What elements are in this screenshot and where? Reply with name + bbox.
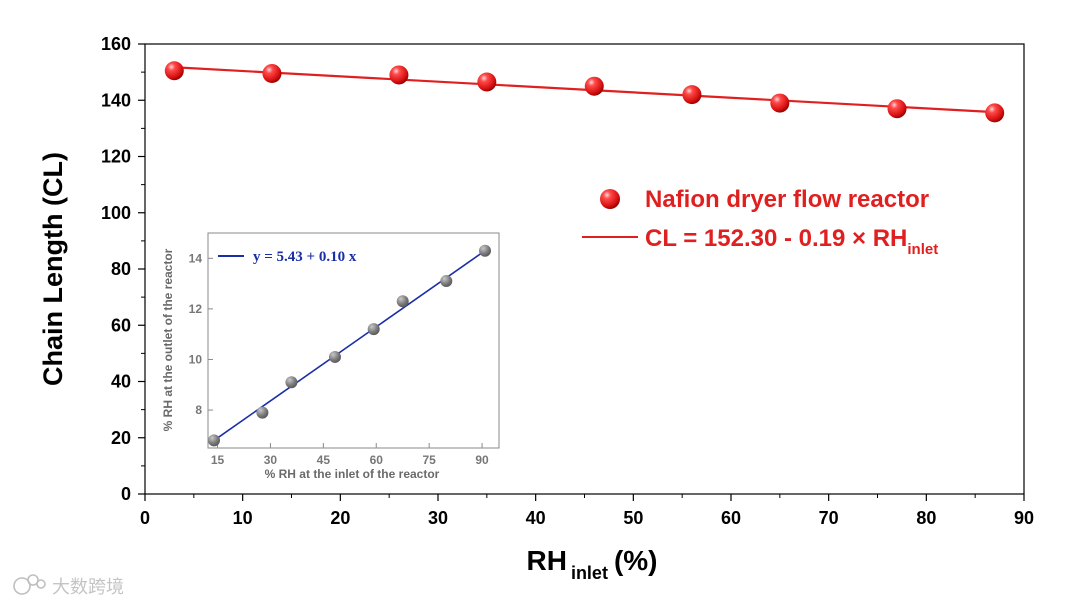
main-x-tick-label: 50 [623, 508, 643, 528]
main-data-point [584, 76, 604, 96]
x-axis-title-sub: inlet [571, 563, 608, 583]
main-y-tick-label: 80 [111, 259, 131, 279]
inset-plot-marks [208, 244, 491, 447]
main-y-tick-label: 140 [101, 90, 131, 110]
watermark-text: 大数跨境 [52, 577, 124, 597]
inset-data-point [367, 323, 380, 336]
main-fit-line [174, 66, 995, 114]
inset-x-tick-label: 30 [264, 453, 278, 467]
inset-y-tick-label: 10 [189, 352, 203, 366]
inset-data-point [479, 244, 491, 257]
main-y-tick-label: 100 [101, 203, 131, 223]
main-y-tick-label: 20 [111, 428, 131, 448]
main-y-tick-label: 40 [111, 372, 131, 392]
inset-data-point [285, 376, 298, 389]
inset-x-tick-label: 60 [370, 453, 384, 467]
inset-x-tick-label: 15 [211, 453, 225, 467]
inset-x-tick-label: 90 [475, 453, 489, 467]
main-x-tick-label: 80 [916, 508, 936, 528]
main-legend: Nafion dryer flow reactor CL = 152.30 - … [582, 186, 938, 258]
inset-axis-ticks: 15 30 45 60 75 90 8 10 12 14 [189, 251, 489, 467]
x-axis-title-main: RH [526, 545, 566, 576]
main-x-tick-label: 60 [721, 508, 741, 528]
inset-data-point [208, 434, 220, 447]
main-x-tick-label: 40 [526, 508, 546, 528]
main-x-axis-title: RH inlet (%) [526, 545, 657, 583]
inset-y-axis-title: % RH at the outlet of the reactor [161, 248, 175, 431]
main-y-tick-label: 0 [121, 484, 131, 504]
inset-x-axis-title: % RH at the inlet of the reactor [265, 467, 440, 481]
main-x-tick-label: 10 [233, 508, 253, 528]
main-x-tick-label: 0 [140, 508, 150, 528]
main-data-point [262, 64, 282, 84]
legend-fit-label: CL = 152.30 - 0.19 × RHinlet [645, 225, 938, 258]
inset-data-point [256, 406, 269, 419]
inset-data-point [328, 350, 341, 363]
inset-plot-frame [207, 232, 500, 449]
x-axis-title-unit: (%) [614, 545, 658, 576]
main-data-point [477, 72, 497, 92]
inset-plot: 15 30 45 60 75 90 8 10 12 14 % RH at the outlet o… [161, 232, 500, 481]
main-data-point [887, 99, 907, 119]
main-x-tick-label: 70 [819, 508, 839, 528]
main-x-tick-label: 90 [1014, 508, 1034, 528]
inset-legend-label: y = 5.43 + 0.10 x [253, 249, 357, 265]
inset-data-point [440, 275, 453, 288]
main-data-point [770, 93, 790, 113]
inset-y-tick-label: 12 [189, 302, 203, 316]
main-axis-ticks: 0 10 20 30 40 50 60 70 80 90 0 20 40 60 80 100 120 140 160 [101, 34, 1034, 528]
legend-series-label: Nafion dryer flow reactor [645, 186, 929, 213]
main-y-axis-title: Chain Length (CL) [38, 152, 68, 386]
fit-equation-sub: inlet [907, 241, 938, 258]
main-y-tick-label: 120 [101, 147, 131, 167]
main-y-tick-label: 60 [111, 315, 131, 335]
watermark: 大数跨境 [13, 574, 124, 597]
main-data-point [389, 65, 409, 85]
fit-equation-main: CL = 152.30 - 0.19 × RH [645, 225, 907, 252]
inset-x-tick-label: 75 [422, 453, 436, 467]
watermark-logo-icon [13, 574, 46, 595]
main-y-tick-label: 160 [101, 34, 131, 54]
main-x-tick-label: 30 [428, 508, 448, 528]
inset-y-tick-label: 8 [195, 403, 202, 417]
main-data-point [682, 85, 702, 105]
main-x-tick-label: 20 [330, 508, 350, 528]
inset-data-point [396, 295, 409, 308]
main-data-point [985, 103, 1005, 123]
main-plot-marks [164, 61, 1005, 123]
inset-y-tick-label: 14 [189, 251, 203, 265]
legend-marker-sphere [600, 189, 620, 209]
main-data-point [164, 61, 184, 81]
inset-x-tick-label: 45 [317, 453, 331, 467]
